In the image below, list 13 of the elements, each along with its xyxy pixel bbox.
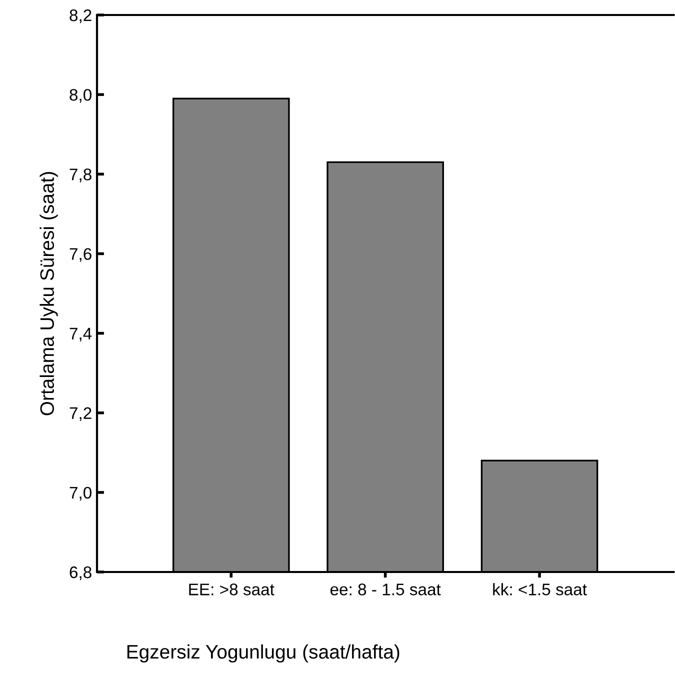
x-axis-title: Egzersiz Yogunlugu (saat/hafta) [127,644,400,663]
x-tick-label: EE: >8 saat [189,584,274,596]
x-tick-label: ee: 8 - 1.5 saat [330,584,441,596]
y-tick-label: 8,0 [70,88,92,103]
y-tick-label: 7,2 [70,407,92,422]
y-axis-title: Ortalama Uyku Süresi (saat) [40,172,58,416]
y-tick-label: 7,4 [70,328,92,342]
y-tick-label: 6,8 [70,566,92,580]
y-tick-label: 7,8 [70,168,92,182]
x-tick-label: kk: <1.5 saat [493,583,587,596]
y-tick-label: 7,6 [70,248,92,262]
y-tick-label: 8,2 [70,9,92,24]
y-tick-label: 7,0 [70,486,92,501]
